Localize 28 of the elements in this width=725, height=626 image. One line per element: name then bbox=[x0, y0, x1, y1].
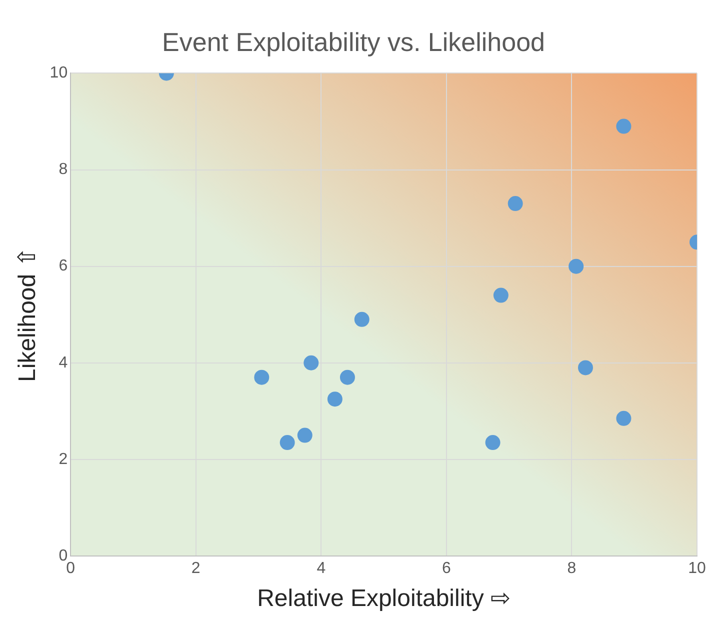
y-tick-label: 8 bbox=[58, 161, 68, 178]
y-tick-label: 4 bbox=[58, 354, 68, 372]
point bbox=[508, 196, 523, 212]
y-axis-title: Likelihood ⇧ bbox=[14, 247, 42, 382]
point bbox=[254, 370, 270, 385]
point bbox=[327, 392, 342, 407]
point bbox=[340, 370, 355, 385]
x-tick-label: 4 bbox=[316, 560, 326, 578]
point bbox=[578, 360, 593, 376]
point bbox=[354, 312, 370, 327]
y-tick-label: 0 bbox=[58, 547, 68, 564]
x-tick-label: 6 bbox=[442, 560, 451, 578]
point bbox=[616, 118, 632, 134]
point bbox=[485, 435, 500, 450]
point bbox=[304, 355, 319, 370]
y-tick-label: 2 bbox=[58, 450, 68, 468]
point bbox=[493, 288, 508, 303]
chart-title: Event Exploitability vs. Likelihood bbox=[162, 26, 545, 57]
y-tick-label: 6 bbox=[58, 258, 68, 275]
x-tick-label: 10 bbox=[688, 560, 706, 578]
point bbox=[297, 428, 312, 443]
point bbox=[280, 435, 295, 450]
y-tick-label: 10 bbox=[50, 64, 68, 82]
x-tick-label: 2 bbox=[191, 560, 200, 578]
point bbox=[616, 410, 632, 426]
x-tick-label: 8 bbox=[567, 560, 576, 578]
point bbox=[568, 258, 584, 274]
x-axis-title: Relative Exploitability ⇨ bbox=[257, 585, 511, 612]
